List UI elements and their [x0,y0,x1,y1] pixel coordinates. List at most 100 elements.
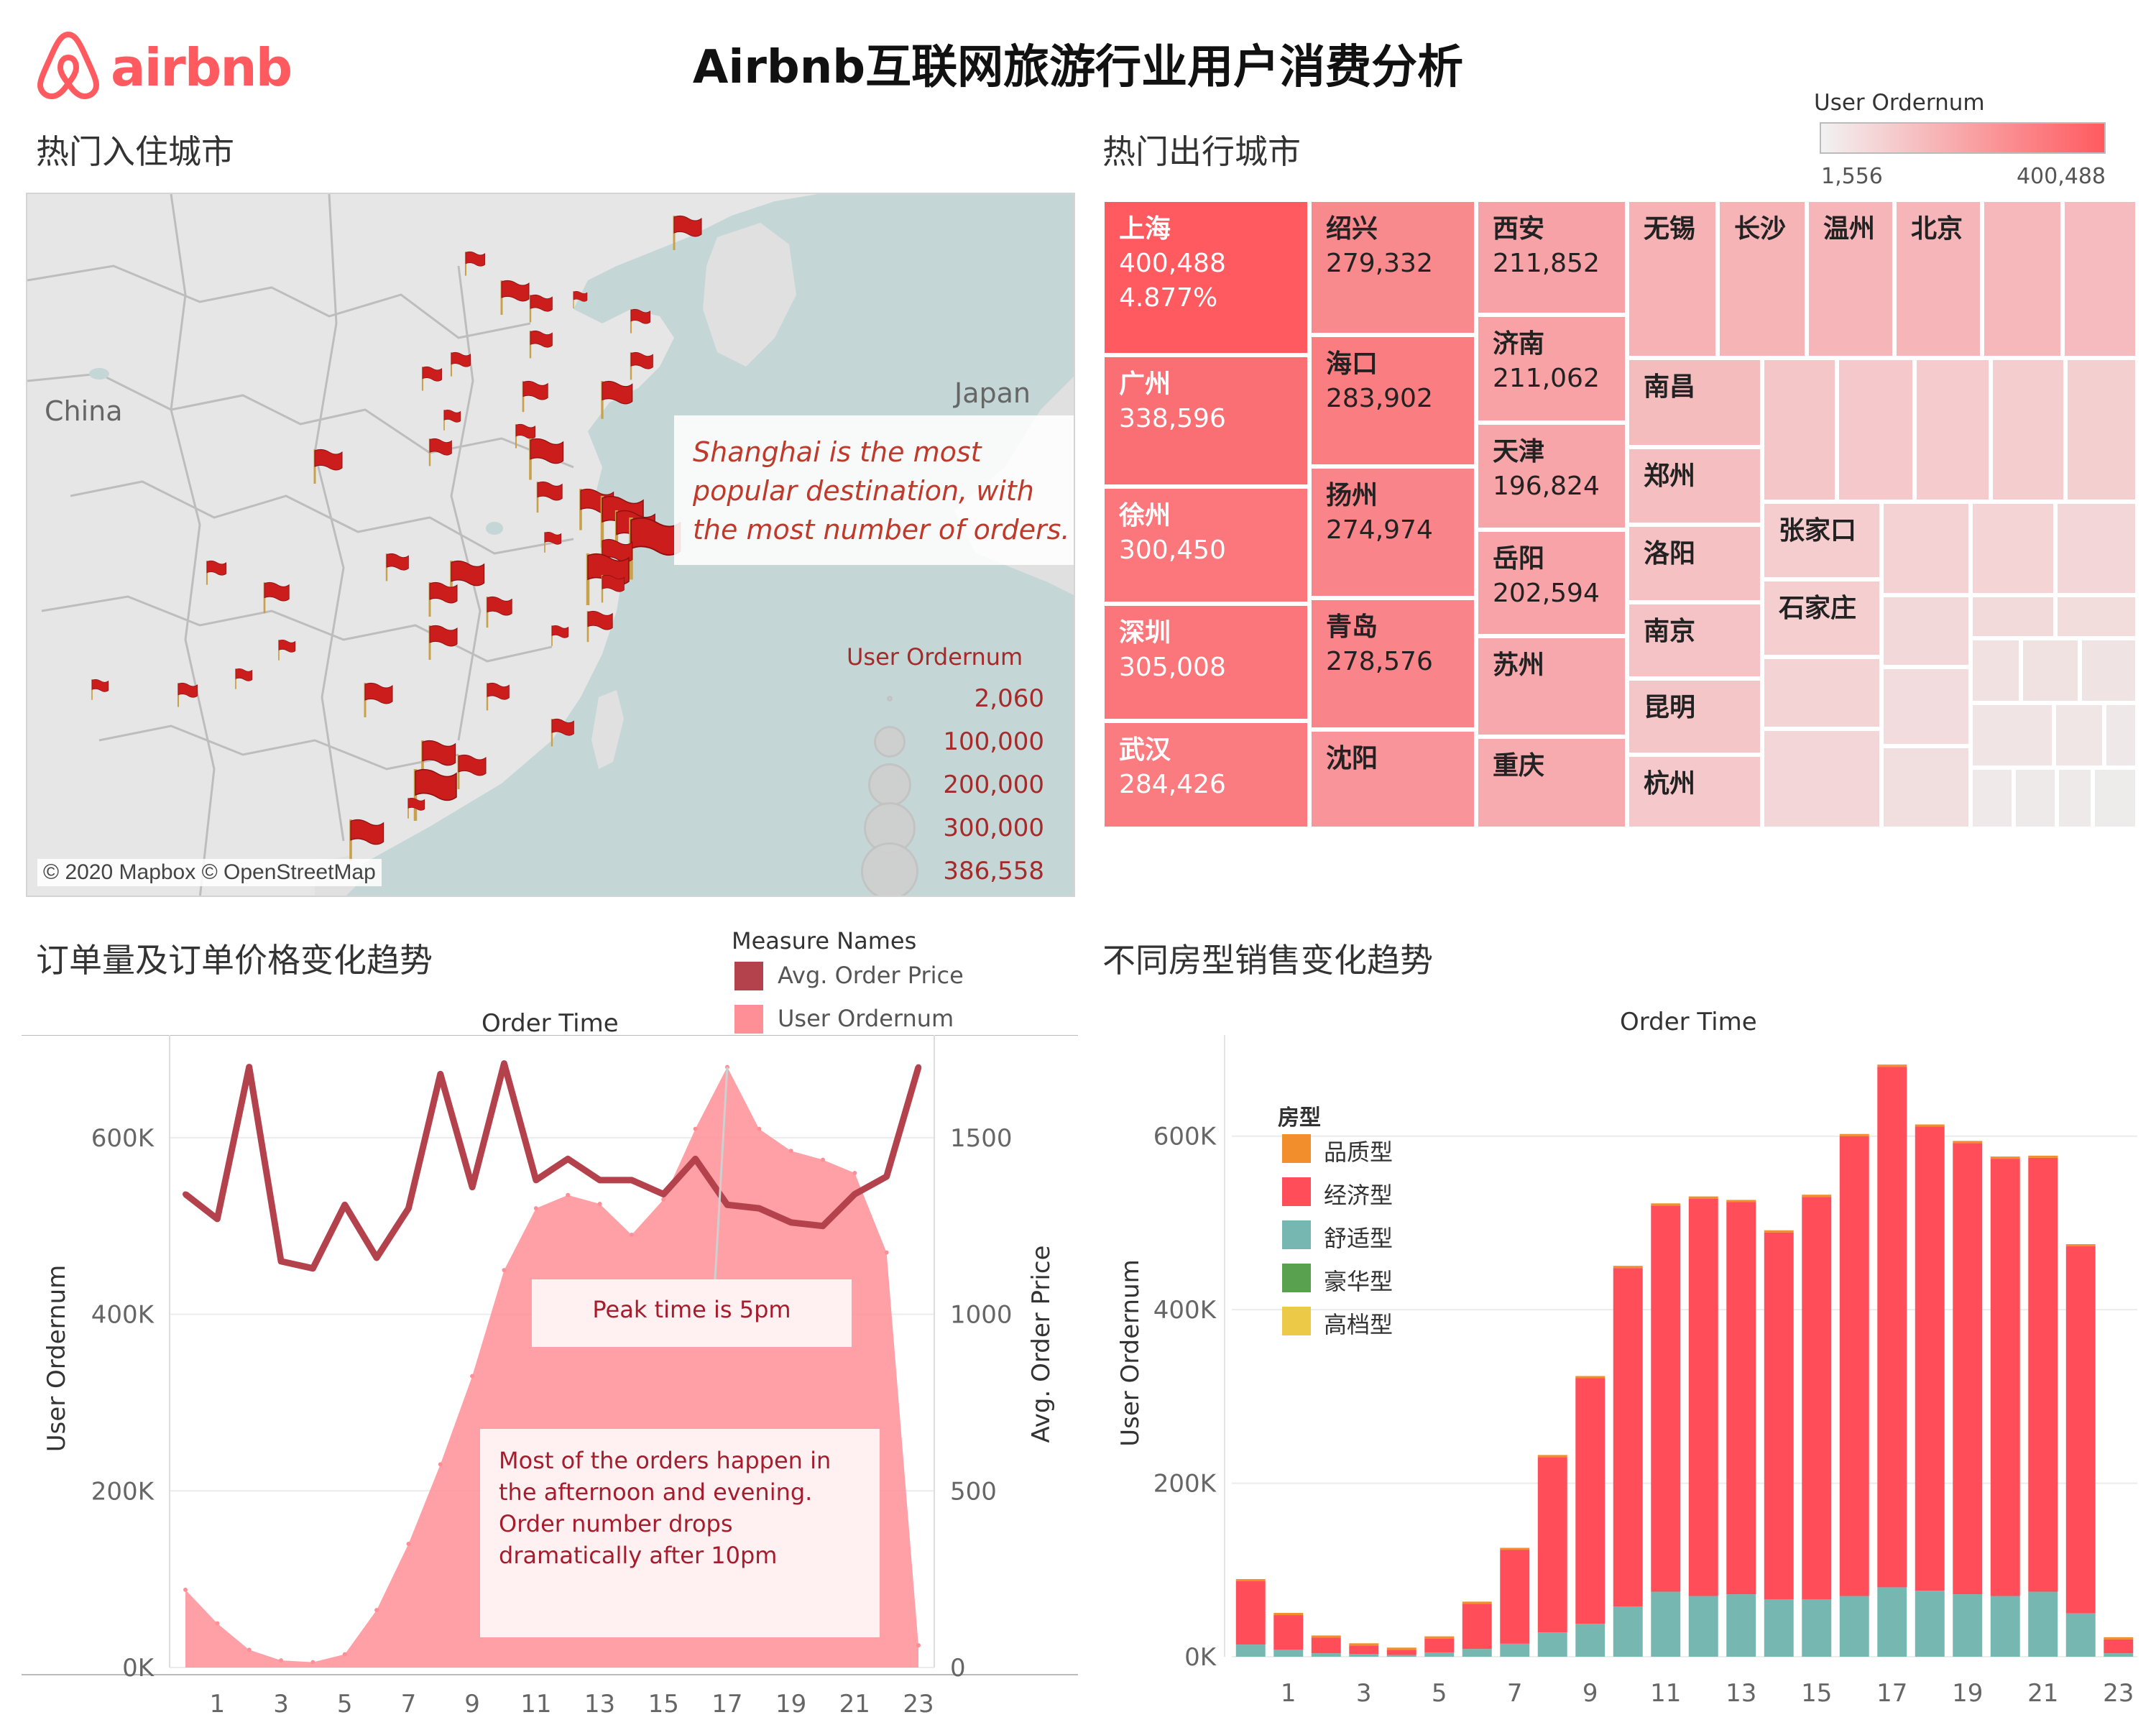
stacked-bar-segment[interactable] [2028,1157,2058,1592]
stacked-bar-segment[interactable] [1575,1378,1606,1624]
roomtype-legend-swatch[interactable] [1282,1307,1311,1335]
area-point[interactable] [852,1171,857,1175]
stacked-bar-segment[interactable] [1651,1591,1681,1657]
city-flag-icon[interactable] [278,639,296,661]
roomtype-legend-label[interactable]: 品质型 [1324,1138,1393,1166]
stacked-bar-segment[interactable] [2065,1613,2096,1657]
treemap-cell[interactable]: 北京 [1894,200,1982,358]
treemap-cell-small[interactable] [1837,358,1915,502]
city-flag-icon[interactable] [364,682,393,717]
treemap-cell[interactable]: 武汉 284,426 [1102,721,1309,829]
treemap-cell[interactable]: 海口 283,902 [1309,335,1476,466]
treemap-cell-small[interactable] [2065,358,2137,502]
stacked-bar-segment[interactable] [1537,1632,1567,1657]
stacked-bar-segment[interactable] [1802,1599,1832,1657]
city-flag-icon[interactable] [515,423,535,448]
line-point[interactable] [756,1205,763,1212]
stacked-bar-segment[interactable] [1990,1596,2020,1657]
treemap-cell[interactable]: 洛阳 [1627,525,1762,602]
area-point[interactable] [215,1621,220,1626]
area-point[interactable] [788,1149,793,1154]
treemap-cell[interactable]: 西安 211,852 [1476,200,1627,315]
stacked-bar-segment[interactable] [1953,1594,1983,1657]
stacked-bar-segment[interactable] [1311,1653,1341,1657]
treemap-cell-small[interactable] [1971,638,2021,703]
area-point[interactable] [693,1126,698,1131]
treemap-cell-small[interactable] [1881,502,1971,595]
roomtype-legend-label[interactable]: 经济型 [1324,1182,1393,1209]
line-point[interactable] [819,1223,826,1229]
area-point[interactable] [629,1233,634,1237]
treemap-cell[interactable]: 郑州 [1627,447,1762,525]
city-flag-icon[interactable] [385,553,409,581]
treemap-cell[interactable]: 岳阳 202,594 [1476,530,1627,636]
stacked-bar-segment[interactable] [1764,1232,1794,1600]
line-point[interactable] [788,1219,794,1225]
city-flag-icon[interactable] [464,251,485,276]
area-point[interactable] [916,1643,921,1648]
treemap-cell[interactable]: 扬州 274,974 [1309,466,1476,598]
stacked-bar-segment[interactable] [1688,1198,1718,1596]
stacked-bar-segment[interactable] [1273,1650,1304,1657]
stacked-bar-segment[interactable] [2065,1246,2096,1614]
stacked-bar-segment[interactable] [1688,1596,1718,1657]
city-flag-icon[interactable] [486,596,512,628]
treemap-cell[interactable]: 温州 [1807,200,1894,358]
treemap-cell-small[interactable] [2093,768,2137,829]
treemap-cell[interactable]: 南京 [1627,602,1762,678]
roomtype-legend-label[interactable]: 舒适型 [1324,1225,1393,1252]
treemap-cell-small[interactable] [2063,200,2137,358]
stacked-bar-segment[interactable] [1613,1268,1643,1606]
map-credit[interactable]: © 2020 Mapbox © OpenStreetMap [37,859,382,886]
roomtype-legend-swatch[interactable] [1282,1134,1311,1163]
treemap-cell-small[interactable] [2055,502,2137,595]
stacked-bar-segment[interactable] [1613,1606,1643,1657]
city-flag-icon[interactable] [529,438,564,480]
line-point[interactable] [596,1177,603,1183]
line-point[interactable] [469,1184,476,1190]
stacked-bar-segment[interactable] [1575,1624,1606,1657]
treemap-cell[interactable]: 沈阳 [1309,730,1476,829]
stacked-bar-segment[interactable] [1726,1202,1756,1595]
stacked-bar-segment[interactable] [1802,1197,1832,1600]
stacked-bar-segment[interactable] [1953,1143,1983,1595]
treemap-cell[interactable]: 张家口 [1762,502,1881,579]
city-flag-icon[interactable] [673,215,702,250]
city-flag-icon[interactable] [601,574,625,603]
line-point[interactable] [852,1191,858,1197]
area-point[interactable] [374,1608,379,1613]
treemap-cell[interactable]: 长沙 [1718,200,1807,358]
area-point[interactable] [183,1587,188,1592]
line-point[interactable] [278,1258,285,1264]
treemap-cell-small[interactable] [2080,638,2137,703]
treemap-cell[interactable]: 昆明 [1627,678,1762,755]
treemap-cell[interactable]: 上海 400,488 4.877% [1102,200,1309,355]
line-point[interactable] [565,1156,571,1162]
stacked-bar-segment[interactable] [1764,1599,1794,1657]
area-point[interactable] [533,1206,538,1211]
line-point[interactable] [724,1202,730,1208]
city-flag-icon[interactable] [407,797,425,819]
treemap-cell-small[interactable] [1971,502,2055,595]
city-flag-icon[interactable] [428,438,452,466]
treemap-cell-small[interactable] [2054,703,2104,768]
treemap-cell-small[interactable] [2104,703,2137,768]
area-point[interactable] [247,1647,252,1652]
line-point[interactable] [214,1215,221,1222]
area-point[interactable] [884,1250,889,1255]
line-point[interactable] [916,1064,921,1070]
stacked-bar-segment[interactable] [1877,1067,1907,1588]
stacked-bar-segment[interactable] [1349,1654,1379,1657]
city-flag-icon[interactable] [529,330,553,359]
line-point[interactable] [246,1064,252,1070]
area-point[interactable] [820,1157,825,1162]
stacked-bar-segment[interactable] [2028,1591,2058,1657]
stacked-bar-segment[interactable] [2104,1639,2134,1654]
stacked-bar-segment[interactable] [1273,1615,1304,1650]
treemap-cell-small[interactable] [2057,768,2093,829]
line-point[interactable] [341,1202,348,1208]
treemap-cell[interactable]: 重庆 [1476,737,1627,829]
line-point[interactable] [501,1060,507,1067]
city-flag-icon[interactable] [457,754,487,789]
treemap-cell-small[interactable] [1982,200,2063,358]
